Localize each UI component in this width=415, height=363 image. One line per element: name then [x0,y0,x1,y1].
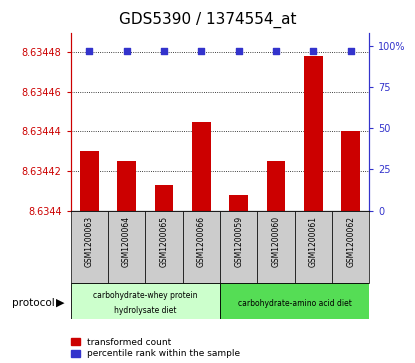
Bar [295,211,332,283]
Text: carbohydrate-amino acid diet: carbohydrate-amino acid diet [238,299,352,307]
Point [161,48,167,54]
Text: ▶: ▶ [56,298,64,308]
Bar [332,211,369,283]
Bar [71,283,220,319]
Bar [155,185,173,211]
Text: GSM1200063: GSM1200063 [85,216,94,268]
Bar [342,131,360,211]
Point [347,48,354,54]
Text: hydrolysate diet: hydrolysate diet [114,306,176,315]
Bar [304,56,323,211]
Text: GSM1200066: GSM1200066 [197,216,206,268]
Text: GSM1200060: GSM1200060 [271,216,281,268]
Text: GSM1200064: GSM1200064 [122,216,131,268]
Text: GDS5390 / 1374554_at: GDS5390 / 1374554_at [119,12,296,28]
Bar [220,211,257,283]
Bar [108,211,145,283]
Bar [229,195,248,211]
Legend: transformed count, percentile rank within the sample: transformed count, percentile rank withi… [71,338,240,359]
Text: protocol: protocol [12,298,55,308]
Point [86,48,93,54]
Text: carbohydrate-whey protein: carbohydrate-whey protein [93,291,198,300]
Point [273,48,279,54]
Bar [117,161,136,211]
Bar [192,122,211,211]
Point [198,48,205,54]
Text: GSM1200061: GSM1200061 [309,216,318,267]
Point [235,48,242,54]
Bar [267,161,286,211]
Point [123,48,130,54]
Text: GSM1200059: GSM1200059 [234,216,243,268]
Bar [80,151,99,211]
Bar [71,211,108,283]
Bar [220,283,369,319]
Text: GSM1200062: GSM1200062 [346,216,355,267]
Text: GSM1200065: GSM1200065 [159,216,168,268]
Point [310,48,317,54]
Bar [145,211,183,283]
Bar [257,211,295,283]
Bar [183,211,220,283]
